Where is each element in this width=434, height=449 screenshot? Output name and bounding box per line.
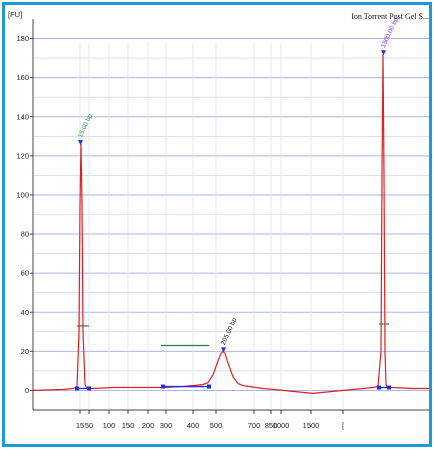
y-tick-label: 120 bbox=[16, 151, 29, 160]
y-tick-label: 160 bbox=[16, 73, 29, 82]
baseline-end-marker bbox=[161, 384, 165, 389]
x-tick-label: 1500 bbox=[303, 421, 320, 430]
x-tick-label: 100 bbox=[103, 421, 116, 430]
y-tick-label: 140 bbox=[16, 112, 29, 121]
x-tick-label: 400 bbox=[187, 421, 200, 430]
x-tick-label: 500 bbox=[210, 421, 223, 430]
x-tick-label: 50 bbox=[85, 421, 93, 430]
y-tick-label: 60 bbox=[21, 269, 29, 278]
axes bbox=[30, 19, 429, 414]
y-tick-label: 100 bbox=[16, 190, 29, 199]
peak-tip-marker bbox=[381, 50, 386, 56]
x-tick-label: 850 bbox=[265, 421, 278, 430]
y-tick-label: 20 bbox=[21, 347, 29, 356]
peak-tip-marker bbox=[221, 347, 226, 353]
trace-line bbox=[32, 54, 429, 395]
y-axis-label: [FU] bbox=[8, 10, 22, 19]
baseline-end-marker bbox=[377, 385, 381, 390]
electropherogram-chart: 0 20 40 60 80 100 120 140 160 180 15 50 100 150 200 30… bbox=[8, 10, 429, 430]
baseline-end-marker bbox=[207, 384, 211, 389]
y-tick-label: 180 bbox=[16, 34, 29, 43]
x-tick-label: 1000 bbox=[273, 421, 290, 430]
baseline-end-marker bbox=[387, 385, 391, 390]
x-tick-label: 700 bbox=[248, 421, 261, 430]
peak-tip-marker bbox=[78, 140, 83, 146]
baseline-end-marker bbox=[75, 386, 79, 391]
y-tick-labels: 0 20 40 60 80 100 120 140 160 180 bbox=[16, 34, 29, 395]
x-tick-label: 150 bbox=[122, 421, 135, 430]
peak-label: 1500.00 bp bbox=[380, 16, 400, 49]
x-tick-label: 15 bbox=[76, 421, 84, 430]
y-tick-label: 40 bbox=[21, 308, 29, 317]
trace-layer bbox=[32, 54, 429, 395]
x-tick-label: 300 bbox=[160, 421, 173, 430]
x-tick-label: [ bbox=[342, 421, 345, 430]
peak-label: 205.00 bp bbox=[220, 317, 239, 347]
x-tick-label: 200 bbox=[142, 421, 155, 430]
grid-lines bbox=[33, 38, 429, 410]
y-tick-label: 0 bbox=[25, 386, 29, 395]
chart-title: Ion Torrent Post Gel S... bbox=[351, 12, 429, 21]
baseline-end-marker bbox=[87, 386, 91, 391]
y-tick-label: 80 bbox=[21, 230, 29, 239]
